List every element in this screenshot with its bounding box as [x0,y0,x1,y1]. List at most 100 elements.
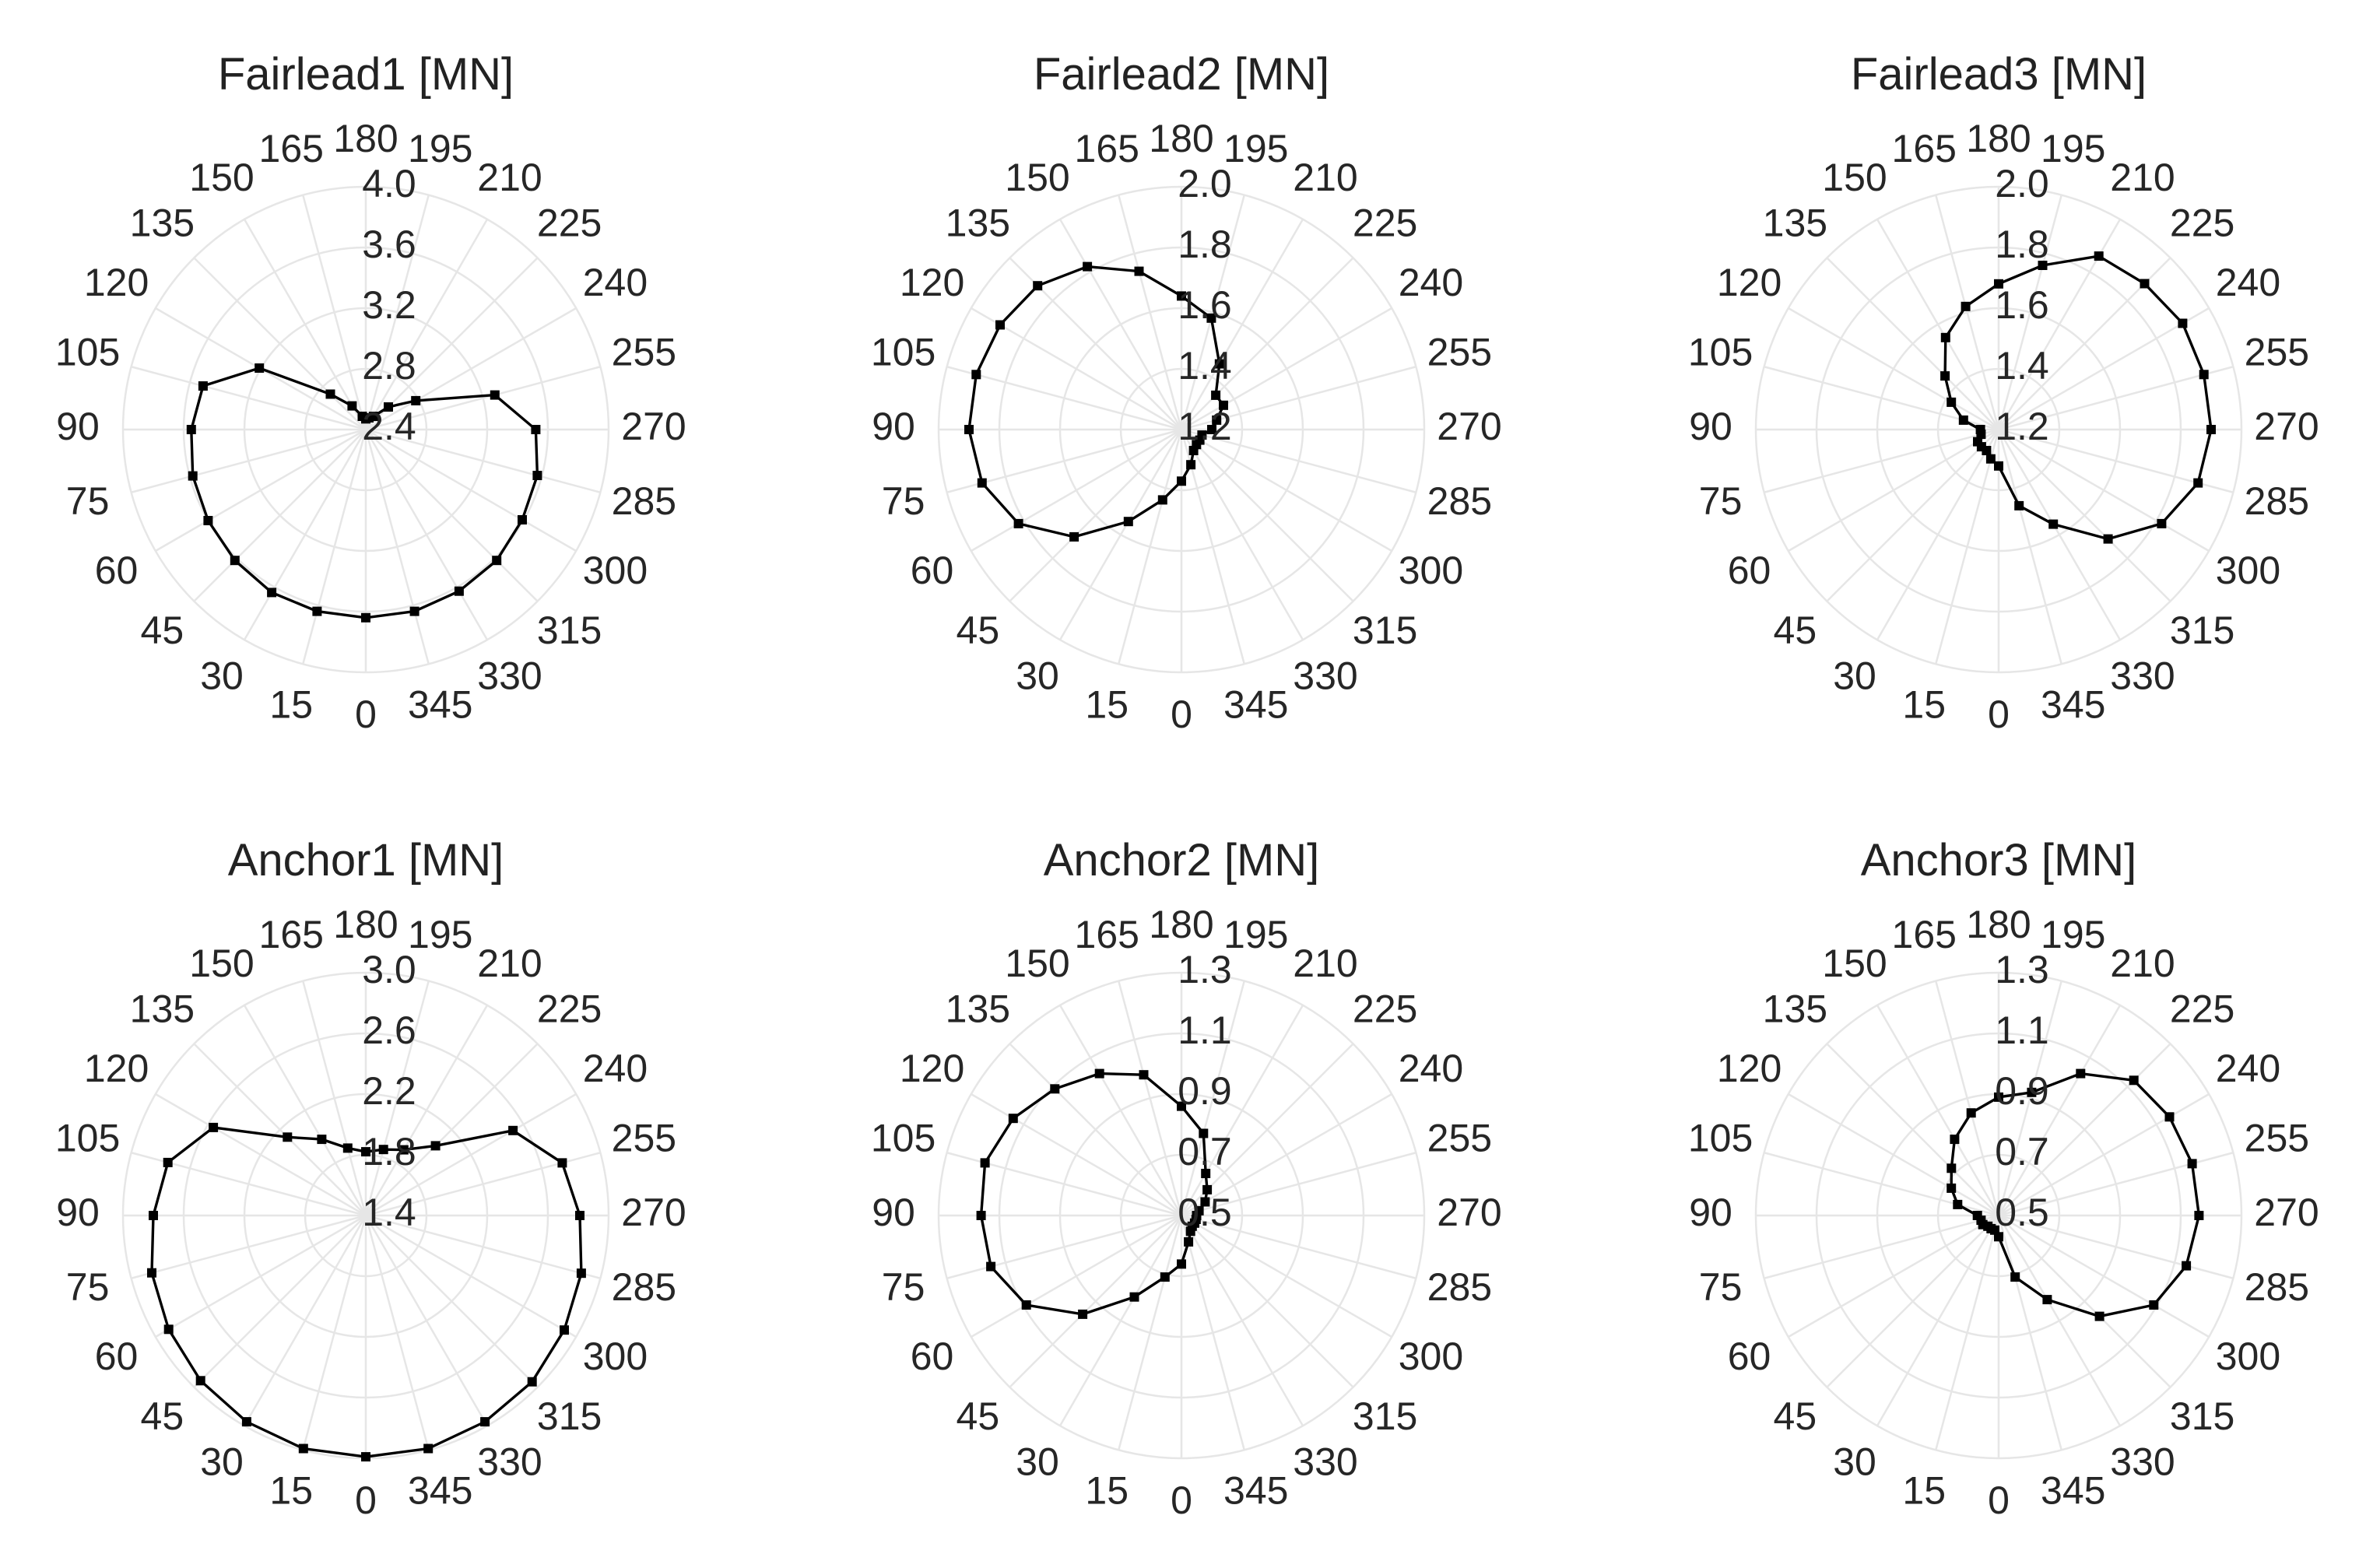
theta-tick-label: 120 [84,261,149,304]
data-point-marker [1050,1084,1060,1094]
data-point-marker [1994,461,2003,471]
data-point-marker [1947,1183,1957,1193]
theta-tick-label: 90 [1689,1191,1732,1234]
data-point-marker [241,1417,251,1427]
data-point-marker [2187,1159,2197,1169]
theta-tick-label: 345 [2041,683,2105,727]
grid-spoke [1181,428,1392,552]
data-point-marker [1188,446,1199,455]
theta-tick-label: 225 [2170,987,2234,1031]
grid-spoke [1876,219,2000,430]
data-point-marker [230,556,240,566]
theta-tick-label: 15 [1902,683,1946,727]
theta-tick-label: 0 [1171,693,1192,736]
theta-tick-label: 135 [1763,202,1827,245]
data-point-marker [147,1268,156,1278]
theta-tick-label: 210 [2110,942,2175,985]
theta-tick-label: 270 [1437,405,1501,448]
grid-spoke [364,1215,430,1450]
polar-grid [121,971,610,1460]
grid-spoke [131,1214,367,1279]
data-point-marker [163,1324,174,1335]
theta-tick-label: 285 [612,479,676,523]
theta-tick-label: 315 [1353,609,1417,652]
theta-tick-label: 345 [408,1469,472,1513]
grid-spoke [1997,429,2062,665]
data-point-marker [163,1157,173,1167]
grid-spoke [1058,1215,1183,1426]
theta-tick-label: 330 [2110,654,2175,698]
theta-tick-label: 120 [900,261,964,304]
theta-tick-label: 0 [1988,1479,2010,1522]
theta-tick-label: 105 [55,1116,120,1159]
data-point-marker [576,1268,586,1279]
data-point-marker [2094,251,2104,261]
theta-tick-label: 15 [1902,1469,1946,1513]
data-point-marker [267,588,277,598]
theta-tick-label: 270 [621,1191,686,1234]
data-point-marker [203,516,213,525]
grid-spoke [1788,307,1999,431]
data-point-marker [423,1443,434,1454]
grid-spoke [243,1005,367,1216]
grid-spoke [1180,1215,1245,1450]
theta-tick-label: 315 [2170,609,2234,652]
data-point-marker [2027,1087,2037,1097]
theta-tick-label: 225 [1353,202,1417,245]
polar-grid [1754,971,2243,1460]
r-tick-label: 2.2 [362,1069,416,1113]
data-point-marker [2038,261,2048,270]
theta-tick-label: 30 [1833,654,1876,698]
data-point-marker [312,606,322,616]
r-tick-label: 0.5 [1178,1191,1232,1234]
grid-spoke [1935,980,2000,1216]
data-point-marker [1184,1237,1194,1247]
theta-tick-label: 180 [333,903,398,946]
theta-tick-label: 330 [1293,654,1357,698]
theta-tick-label: 330 [1293,1440,1357,1484]
theta-tick-label: 30 [1016,1440,1059,1484]
grid-spoke [1009,1215,1182,1388]
data-point-marker [1021,1300,1031,1310]
grid-spoke [1181,1214,1392,1338]
theta-tick-label: 180 [1149,903,1213,946]
theta-tick-label: 300 [1399,549,1463,592]
grid-spoke [365,428,577,552]
grid-spoke [1058,219,1183,430]
theta-tick-label: 90 [1689,405,1732,448]
grid-spoke [1180,1005,1304,1216]
grid-spoke [971,307,1182,431]
data-point-marker [508,1125,518,1135]
theta-tick-label: 150 [1822,156,1887,199]
theta-tick-label: 0 [355,693,377,736]
theta-tick-label: 105 [55,330,120,374]
grid-spoke [193,429,367,602]
theta-tick-label: 345 [2041,1469,2105,1513]
grid-spoke [131,428,367,493]
grid-spoke [1764,1214,1999,1279]
theta-tick-label: 195 [1223,127,1288,170]
r-tick-label: 0.9 [1995,1069,2049,1113]
data-point-marker [2178,318,2188,328]
polar-grid [1754,185,2243,674]
grid-spoke [1181,257,1354,430]
grid-spoke [365,257,539,430]
data-point-marker [317,1135,327,1145]
grid-spoke [1998,307,2210,431]
grid-spoke [946,1214,1182,1279]
theta-tick-label: 270 [2254,405,2319,448]
grid-spoke [155,1214,367,1338]
data-point-marker [368,412,378,422]
theta-tick-label: 255 [612,1116,676,1159]
data-point-marker [1947,1163,1957,1173]
data-point-marker [1157,495,1167,505]
theta-tick-label: 225 [2170,202,2234,245]
grid-spoke [1826,1215,1999,1388]
data-point-marker [298,1443,308,1454]
theta-tick-label: 0 [355,1479,377,1522]
grid-spoke [1788,1214,1999,1338]
data-point-marker [480,1417,490,1427]
theta-tick-label: 45 [141,1394,184,1438]
theta-tick-label: 75 [66,479,110,523]
